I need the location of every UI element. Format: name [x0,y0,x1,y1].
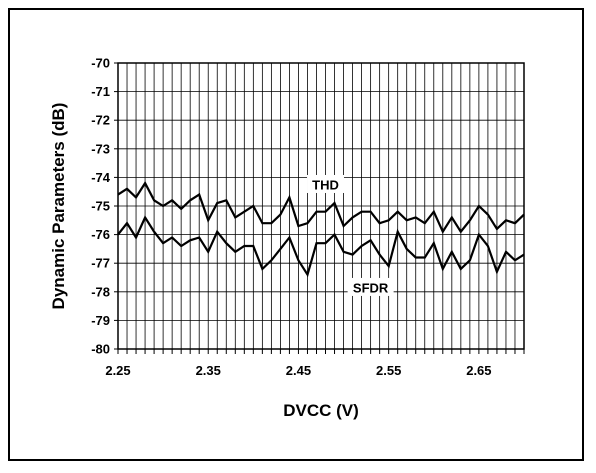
x-tick-label: 2.45 [286,363,311,378]
x-tick-label: 2.25 [105,363,130,378]
grid [114,62,525,354]
y-tick-labels: -70 -71 -72 -73 -74 -75 -76 -77 -78 -79 -80 [91,56,111,357]
y-tick-label: -80 [91,342,110,357]
chart-frame [8,8,584,461]
x-tick-labels: 2.25 2.35 2.45 2.55 2.65 [105,363,491,378]
y-tick-label: -76 [91,227,110,242]
y-tick-label: -72 [91,113,110,128]
series-label-sfdr: SFDR [353,280,389,295]
x-axis-title: DVCC (V) [283,401,359,420]
y-tick-label: -78 [91,284,110,299]
series-lines [117,180,525,278]
y-tick-label: -75 [91,199,110,214]
y-tick-label: -73 [91,141,110,156]
x-tick-label: 2.35 [196,363,221,378]
x-tick-label: 2.55 [376,363,401,378]
series-line-sfdr [117,215,525,278]
x-tick-label: 2.65 [466,363,491,378]
y-tick-label: -71 [91,84,110,99]
y-tick-label: -74 [91,170,111,185]
y-tick-label: -79 [91,313,110,328]
y-tick-label: -77 [91,256,110,271]
plot-area [117,62,525,350]
series-label-bg [307,174,345,193]
series-label-bg [347,277,394,296]
series-labels: THD SFDR [307,174,394,296]
series-label-thd: THD [312,177,339,192]
series-line-thd [117,180,525,235]
y-tick-label: -70 [91,56,110,71]
y-axis-title: Dynamic Parameters (dB) [49,103,68,310]
